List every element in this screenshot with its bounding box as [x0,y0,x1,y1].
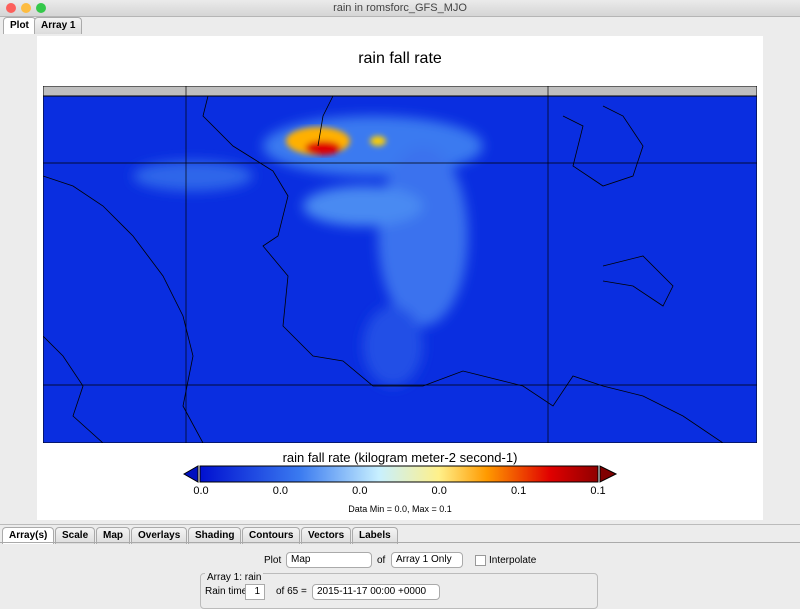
colorbar-tick-label: 0.0 [352,485,368,497]
colorbar-tick-label: 0.1 [590,485,606,497]
colorbar-under [182,465,199,483]
title-bar [0,0,800,17]
colorbar-tick-label: 0.0 [431,485,447,497]
colorbar-tick-label: 0.0 [193,485,209,497]
tab[interactable]: Shading [188,527,242,544]
control-panel [0,542,800,608]
colorbar [182,465,618,483]
group-title: Array 1: rain [205,572,264,583]
tab[interactable]: Contours [242,527,301,544]
plot-type-select[interactable]: Map [286,552,372,568]
tab[interactable]: Overlays [131,527,188,544]
plot-title: rain fall rate [358,50,442,67]
close-button[interactable] [6,3,16,13]
rain-peak [286,127,386,155]
window-title: rain in romsforc_GFS_MJO [333,2,467,14]
time-index-field[interactable]: 1 [245,584,265,600]
tab[interactable]: Vectors [301,527,352,544]
rain-field [133,116,483,386]
interpolate-checkbox[interactable] [475,555,486,566]
time-count: of 65 = [276,586,307,597]
colorbar-over [599,465,618,483]
tab[interactable]: Map [96,527,130,544]
tab[interactable]: Array 1 [34,17,83,34]
bottom-divider [0,524,800,525]
colorbar-tick-label: 0.1 [510,485,527,497]
tab[interactable]: Labels [352,527,398,544]
graticule [43,86,757,443]
tab[interactable]: Plot [3,17,36,34]
map-no-data [43,86,757,97]
zoom-button[interactable] [36,3,46,13]
minimize-button[interactable] [21,3,31,13]
time-label: Rain time: [205,586,251,597]
colorbar-label: rain fall rate (kilogram meter-2 second-… [282,450,518,465]
map [43,86,757,443]
tab[interactable]: Array(s) [2,527,55,544]
plot-label: Plot [264,555,282,566]
colorbar-ramp [199,465,599,483]
array-select[interactable]: Array 1 Only [391,552,463,568]
tab[interactable]: Scale [55,527,96,544]
interpolate-label: Interpolate [489,555,537,566]
colorbar-tick-label: 0.0 [272,485,289,497]
time-select[interactable]: 2015-11-17 00:00 +0000 [312,584,440,600]
of-label: of [377,555,386,566]
data-range: Data Min = 0.0, Max = 0.1 [348,504,452,514]
